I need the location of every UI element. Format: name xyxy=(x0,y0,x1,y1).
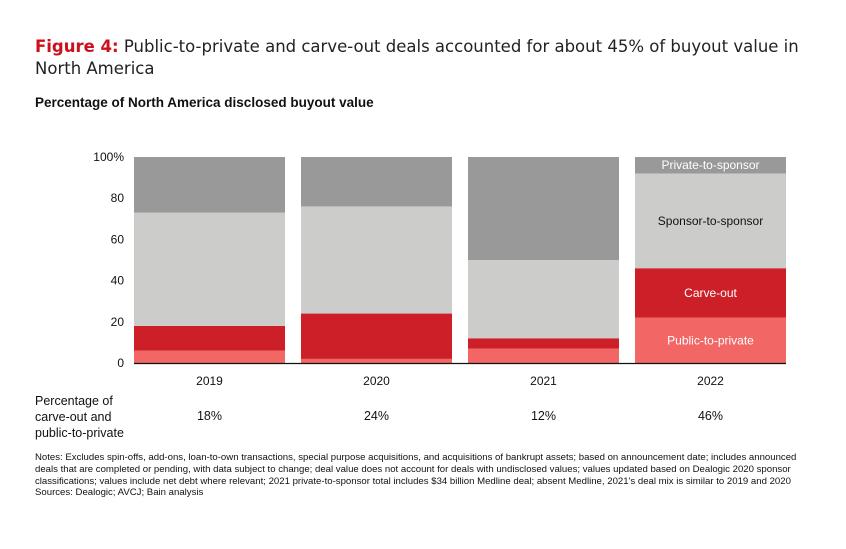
y-tick-label: 60 xyxy=(111,232,125,246)
bar-segment-sponsor-to-sponsor xyxy=(635,173,786,269)
bar-segment-carve-out xyxy=(635,268,786,318)
bar-segment-carve-out xyxy=(301,313,452,359)
bar-segment-private-to-sponsor xyxy=(301,157,452,207)
sources-text: Sources: Dealogic; AVCJ; Bain analysis xyxy=(35,487,204,499)
segment-label: Public-to-private xyxy=(667,333,754,347)
bar-2019 xyxy=(134,157,285,363)
notes-text: Notes: Excludes spin-offs, add-ons, loan… xyxy=(35,452,797,487)
summary-value-2022: 46% xyxy=(697,409,724,423)
bar-segment-sponsor-to-sponsor xyxy=(134,212,285,326)
x-tick-label: 2021 xyxy=(530,374,557,388)
y-tick-label: 80 xyxy=(111,191,125,205)
bar-segment-public-to-private xyxy=(468,348,619,363)
y-axis: 0 20 40 60 80 100% xyxy=(93,150,124,370)
y-tick-label: 100% xyxy=(93,150,124,164)
chart-subtitle: Percentage of North America disclosed bu… xyxy=(35,95,374,110)
x-axis: 2019 2020 2021 2022 xyxy=(196,374,724,388)
summary-row-label-line: Percentage of xyxy=(35,394,113,408)
chart-notes: Notes: Excludes spin-offs, add-ons, loan… xyxy=(35,452,815,499)
summary-value-2020: 24% xyxy=(363,409,390,423)
bar-2021 xyxy=(468,157,619,363)
summary-value-2021: 12% xyxy=(530,409,557,423)
segment-label: Carve-out xyxy=(684,286,737,300)
summary-row-label: Percentage of carve-out and public-to-pr… xyxy=(35,393,155,441)
figure-title: Figure 4: Public-to-private and carve-ou… xyxy=(35,36,815,80)
x-tick-label: 2019 xyxy=(196,374,223,388)
bar-segment-public-to-private xyxy=(134,350,285,363)
summary-row-label-line: carve-out and xyxy=(35,410,112,424)
bars: Public-to-private Carve-out Sponsor-to-spo… xyxy=(134,157,786,363)
bar-2022: Public-to-private Carve-out Sponsor-to-spo… xyxy=(635,157,786,363)
bar-segment-sponsor-to-sponsor xyxy=(468,260,619,339)
bar-segment-sponsor-to-sponsor xyxy=(301,206,452,314)
y-tick-label: 0 xyxy=(117,356,124,370)
x-tick-label: 2020 xyxy=(363,374,390,388)
bar-segment-carve-out xyxy=(468,338,619,349)
bar-2020 xyxy=(301,157,452,363)
bar-segment-private-to-sponsor xyxy=(468,157,619,260)
segment-label: Sponsor-to-sponsor xyxy=(658,214,763,228)
segment-label: Private-to-sponsor xyxy=(661,158,759,172)
summary-row-label-line: public-to-private xyxy=(35,426,124,440)
figure-label: Figure 4: xyxy=(35,37,119,56)
x-tick-label: 2022 xyxy=(697,374,724,388)
summary-value-2019: 18% xyxy=(196,409,223,423)
figure-title-text: Public-to-private and carve-out deals ac… xyxy=(35,37,799,78)
bar-segment-public-to-private xyxy=(635,317,786,363)
y-tick-label: 20 xyxy=(111,315,125,329)
y-tick-label: 40 xyxy=(111,274,125,288)
bar-segment-public-to-private xyxy=(301,358,452,363)
bar-segment-private-to-sponsor xyxy=(134,157,285,213)
bar-segment-private-to-sponsor xyxy=(635,157,786,174)
bar-segment-carve-out xyxy=(134,325,285,351)
